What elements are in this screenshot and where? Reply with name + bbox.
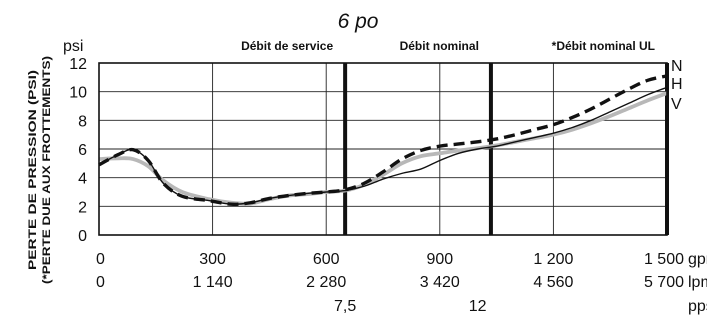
y-tick-label: 12 <box>69 56 87 73</box>
x-tick-label-lpm: 5 700 <box>644 274 684 291</box>
x-tick-label-gpm: 600 <box>313 251 340 268</box>
x-tick-label-lpm: 1 140 <box>193 274 233 291</box>
y-tick-labels: 0 2 4 6 8 10 12 <box>69 56 87 245</box>
series-line-h <box>98 86 668 205</box>
y-tick-label: 0 <box>78 228 87 245</box>
x-tick-labels: 0 300 600 900 1 200 1 500gpm 0 1 140 2 280 3 420 4… <box>96 251 707 315</box>
x-axis-unit-pps: pps <box>688 298 707 315</box>
reference-line-label: *Débit nominal UL <box>552 39 655 53</box>
y-tick-label: 2 <box>78 199 87 216</box>
x-tick-label-lpm: 0 <box>96 274 105 291</box>
y-tick-label: 8 <box>78 113 87 130</box>
x-tick-label-lpm: 3 420 <box>420 274 460 291</box>
y-axis-label-line-2: (*PERTE DUE AUX FROTTEMENTS) <box>41 56 53 284</box>
x-tick-label-lpm: 2 280 <box>306 274 346 291</box>
grid-lines <box>99 63 667 235</box>
series-label-v: V <box>671 96 682 113</box>
x-tick-label-pps: 7,5 <box>334 298 356 315</box>
series-end-labels: NHV <box>671 58 683 113</box>
x-tick-label-gpm: 1 500 <box>644 251 684 268</box>
x-tick-label-gpm: 300 <box>199 251 226 268</box>
x-tick-label-lpm: 4 560 <box>533 274 573 291</box>
plot-frame <box>98 62 668 236</box>
reference-line-label: Débit nominal <box>400 39 479 53</box>
series-label-n: N <box>671 58 683 75</box>
x-tick-label-gpm: 1 200 <box>533 251 573 268</box>
x-tick-label-gpm: 900 <box>426 251 453 268</box>
reference-line-label: Débit de service <box>241 39 333 53</box>
y-tick-label: 10 <box>69 85 87 102</box>
x-axis-unit-gpm: gpm <box>688 251 707 268</box>
y-tick-label: 4 <box>78 171 87 188</box>
reference-line-labels: Débit de service Débit nominal *Débit nomi… <box>241 39 655 53</box>
y-axis-unit: psi <box>63 38 83 55</box>
x-tick-label-gpm: 0 <box>96 251 105 268</box>
y-tick-label: 6 <box>78 142 87 159</box>
x-tick-label-pps: 12 <box>469 298 487 315</box>
series-line-n <box>98 74 668 206</box>
series-lines <box>98 74 668 206</box>
y-axis-label-line-1: PERTE DE PRESSION (PSI) <box>27 70 39 270</box>
series-line-v <box>98 91 668 206</box>
series-label-h: H <box>671 76 683 93</box>
chart-title: 6 po <box>338 10 379 33</box>
x-axis-unit-lpm: lpm <box>688 274 707 291</box>
